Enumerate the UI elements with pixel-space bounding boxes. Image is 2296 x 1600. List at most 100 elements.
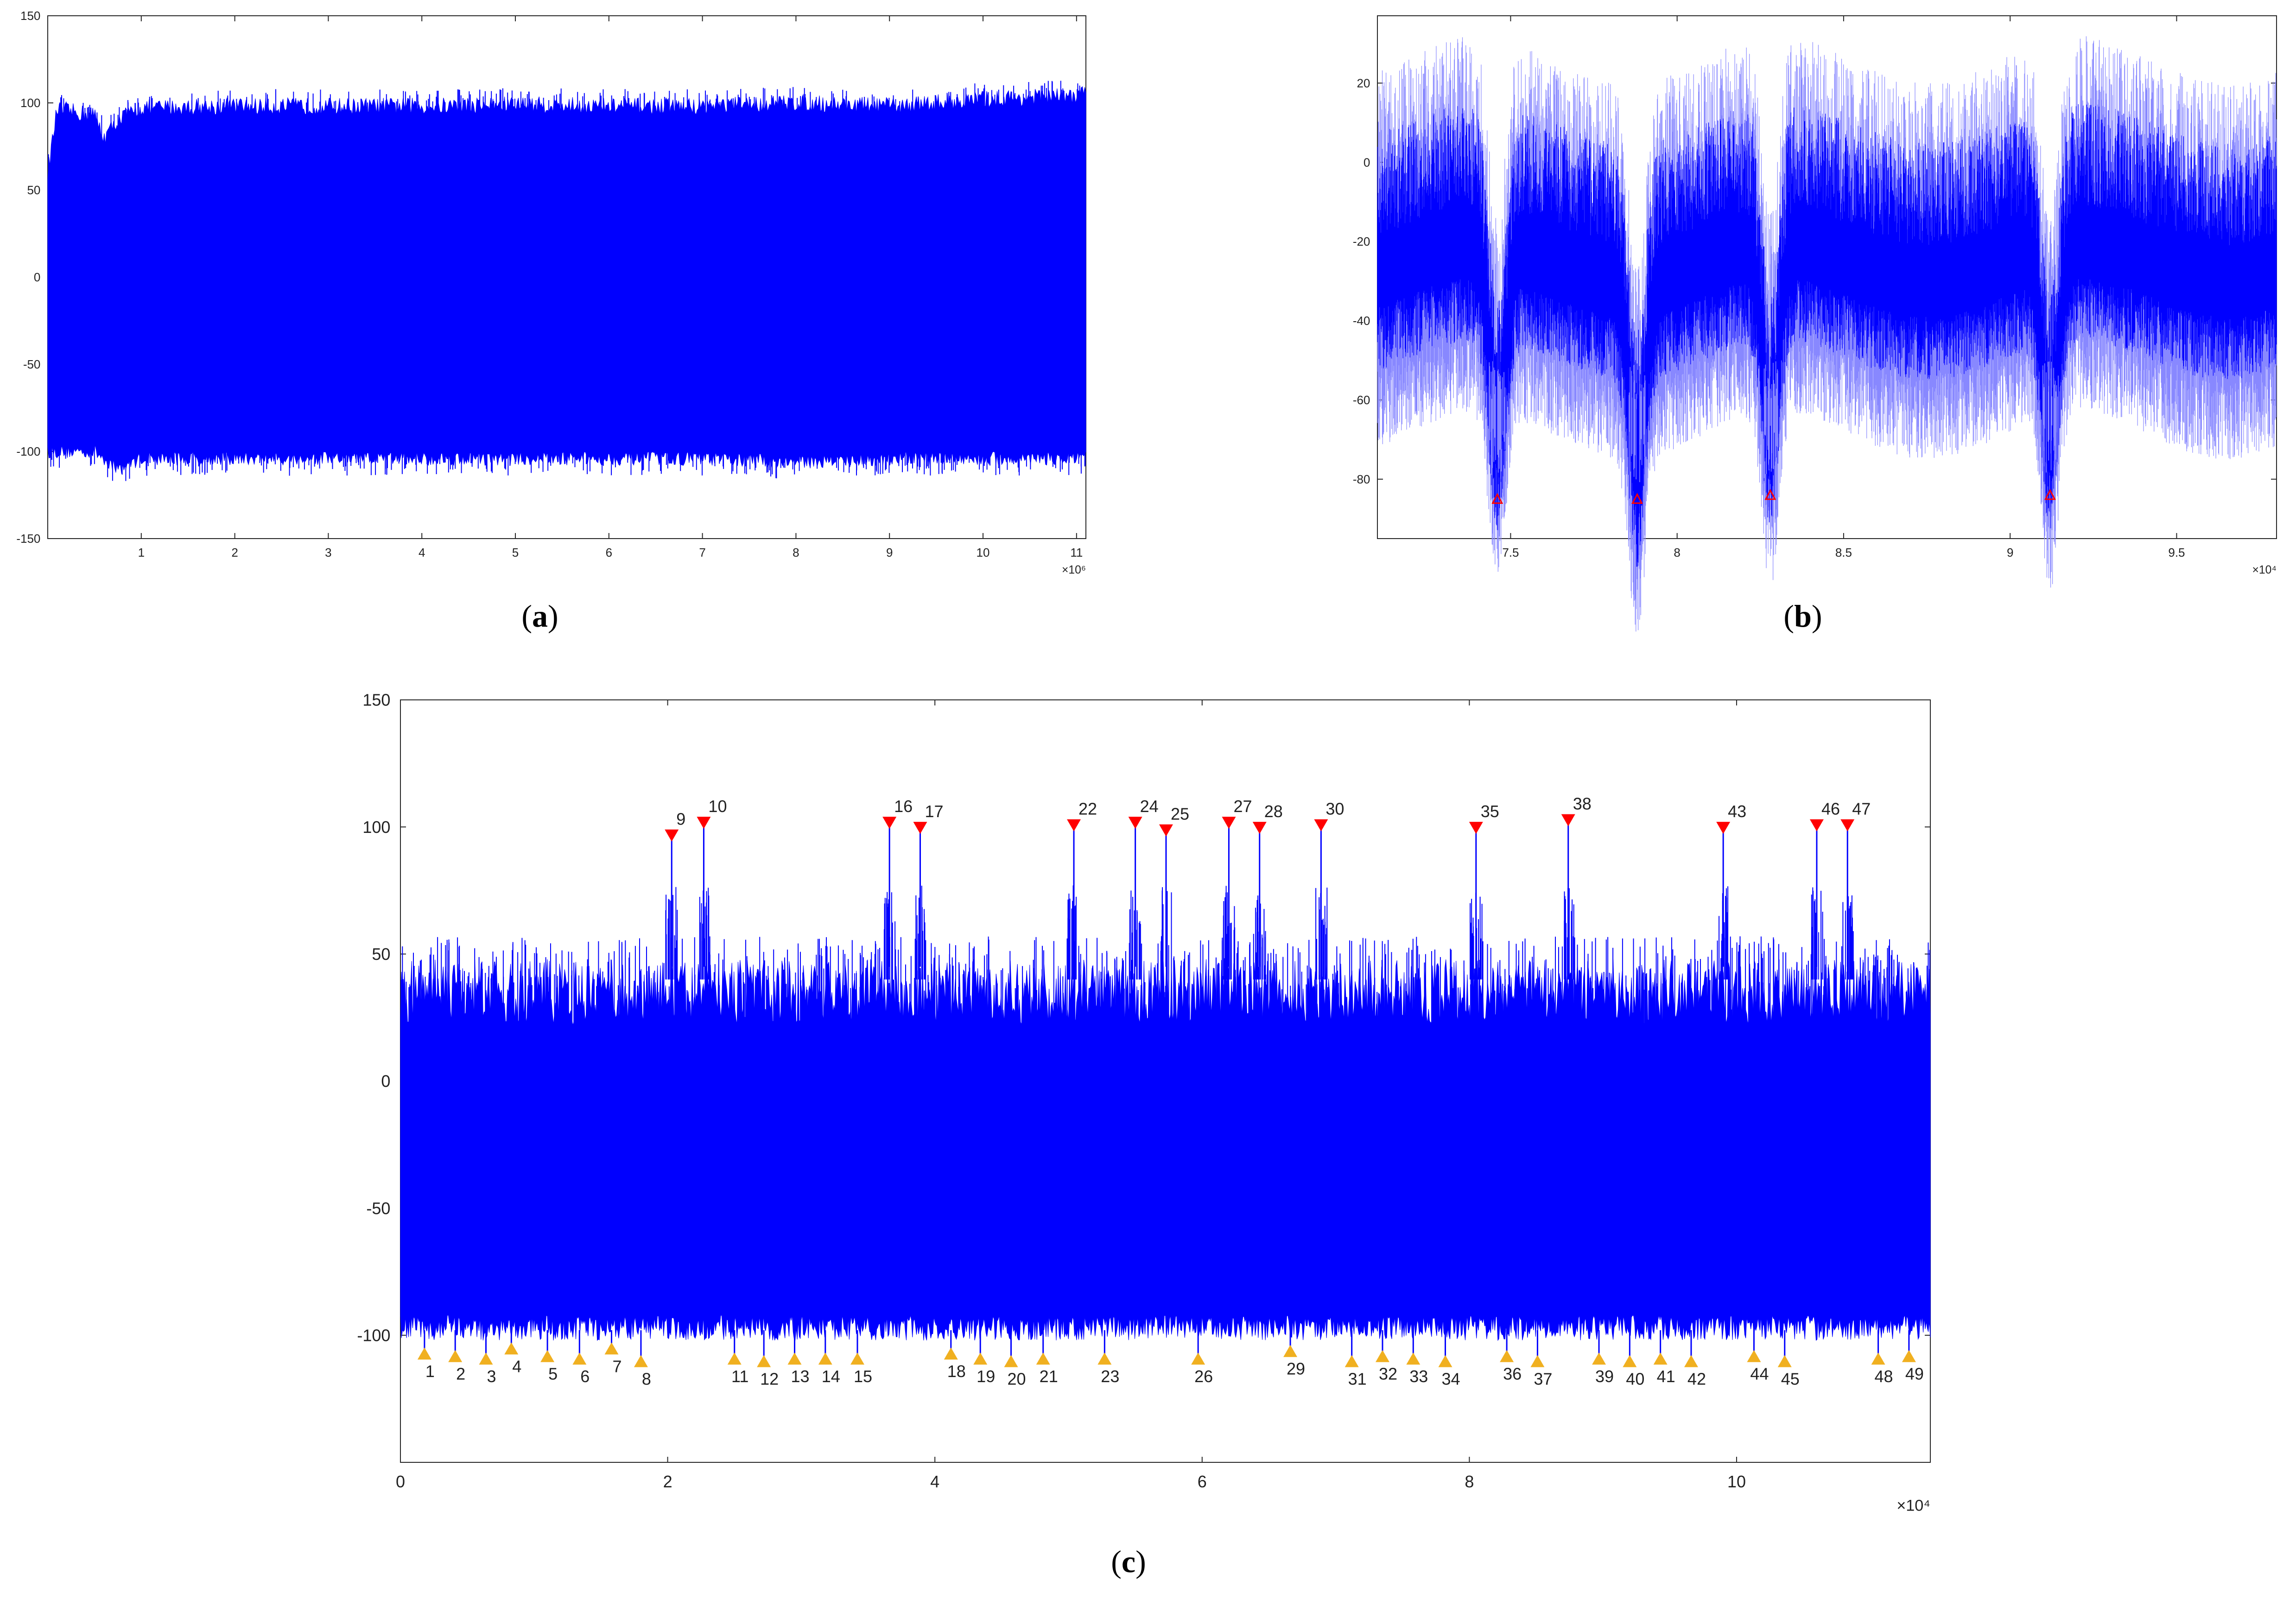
trough-marker <box>1653 1352 1668 1365</box>
trough-label: 33 <box>1409 1367 1428 1386</box>
peak-label: 9 <box>676 810 685 829</box>
y-tick-label: 100 <box>20 96 40 110</box>
trough-label: 37 <box>1534 1370 1552 1389</box>
signal-spikes <box>48 81 1086 481</box>
peak-label: 46 <box>1821 800 1840 819</box>
trough-marker <box>1036 1352 1050 1365</box>
trough-label: 1 <box>425 1362 435 1381</box>
y-tick-label: -40 <box>1353 314 1370 328</box>
trough-marker <box>572 1352 587 1365</box>
trough-marker <box>1500 1350 1514 1362</box>
trough-label: 36 <box>1503 1365 1522 1384</box>
trough-label: 3 <box>487 1367 496 1386</box>
trough-label: 32 <box>1379 1365 1397 1384</box>
trough-marker <box>1530 1355 1545 1367</box>
peak-marker <box>882 817 897 829</box>
trough-label: 12 <box>760 1370 779 1389</box>
trough-marker <box>1902 1350 1916 1362</box>
x-tick-label: 8 <box>1674 546 1680 559</box>
trough-marker <box>1375 1350 1389 1362</box>
caption-a: (a) <box>521 598 558 634</box>
peak-cluster <box>1067 885 1077 980</box>
peak-cluster <box>1223 886 1236 980</box>
trough-label: 26 <box>1194 1367 1213 1386</box>
trough-marker <box>787 1352 802 1365</box>
trough-label: 49 <box>1905 1365 1924 1384</box>
trough-label: 15 <box>854 1367 872 1386</box>
peak-label: 17 <box>925 802 943 821</box>
panel-b: 7.5 8 8.5 9 9.5 -80 -60 -40 -20 0 20 ×10⁴ <box>1353 15 2277 632</box>
peak-marker <box>1252 822 1267 834</box>
peak-label: 10 <box>708 797 727 816</box>
y-tick-label: -50 <box>23 357 41 371</box>
x-tick-label: 8.5 <box>1835 546 1852 559</box>
trough-label: 45 <box>1781 1370 1800 1389</box>
trough-label: 31 <box>1348 1370 1367 1389</box>
peak-label: 27 <box>1233 797 1252 816</box>
trough-marker <box>1592 1352 1606 1365</box>
y-tick-label: -150 <box>16 532 40 546</box>
trough-marker <box>1631 493 1643 504</box>
x-tick-label: 6 <box>1198 1472 1207 1491</box>
trough-marker <box>1491 493 1503 504</box>
trough-label: 21 <box>1040 1367 1058 1386</box>
peak-marker <box>1840 819 1855 832</box>
trough-marker <box>1191 1352 1205 1365</box>
trough-label: 2 <box>456 1365 465 1384</box>
peak-marker <box>1716 822 1731 834</box>
signal-spikes <box>400 936 1930 1030</box>
dip-spikes <box>2042 361 2059 476</box>
peak-marker <box>1159 824 1173 837</box>
trough-label: 41 <box>1657 1367 1675 1386</box>
dip-spikes <box>1629 365 1646 483</box>
y-tick-label: -100 <box>16 444 40 458</box>
trough-marker <box>417 1347 431 1360</box>
trough-marker <box>604 1342 619 1355</box>
x-tick-label: 9 <box>2007 546 2013 559</box>
peak-label: 24 <box>1140 797 1159 816</box>
dip-spikes <box>1489 361 1506 479</box>
trough-label: 18 <box>947 1362 966 1381</box>
x-tick-label: 9 <box>886 546 893 559</box>
trough-label: 40 <box>1626 1370 1644 1389</box>
x-tick-label: 1 <box>138 546 145 559</box>
trough-label: 14 <box>822 1367 840 1386</box>
x-tick-label: 7 <box>699 546 705 559</box>
trough-marker <box>757 1355 771 1367</box>
trough-marker <box>973 1352 988 1365</box>
x-tick-label: 4 <box>419 546 425 559</box>
peak-marker <box>1314 819 1328 832</box>
trough-marker <box>1684 1355 1698 1367</box>
x-exponent-label: ×10⁴ <box>1896 1497 1930 1514</box>
trough-marker <box>1623 1355 1637 1367</box>
trough-label: 5 <box>548 1365 558 1384</box>
trough-label: 42 <box>1687 1370 1706 1389</box>
peak-label: 28 <box>1264 802 1283 821</box>
y-tick-label: 150 <box>362 691 390 710</box>
peak-marker <box>913 822 927 834</box>
trough-marker <box>1345 1355 1359 1367</box>
y-tick-label: 150 <box>20 9 40 23</box>
peak-marker <box>1561 814 1575 826</box>
x-tick-label: 8 <box>1465 1472 1474 1491</box>
trough-label: 8 <box>642 1370 651 1389</box>
trough-marker <box>634 1355 648 1367</box>
trough-marker <box>504 1342 519 1355</box>
x-tick-label: 4 <box>930 1472 939 1491</box>
peak-label: 47 <box>1852 800 1871 819</box>
peak-label: 30 <box>1326 800 1344 819</box>
y-tick-label: 20 <box>1357 76 1370 90</box>
trough-label: 34 <box>1441 1370 1460 1389</box>
signal-trace <box>47 86 1086 474</box>
peak-marker <box>1067 819 1081 832</box>
trough-marker <box>448 1350 463 1362</box>
peak-label: 38 <box>1573 794 1592 813</box>
trough-label: 4 <box>512 1357 521 1376</box>
trough-label: 19 <box>977 1367 995 1386</box>
y-tick-label: 50 <box>27 183 40 197</box>
dip-spikes <box>1763 361 1778 478</box>
y-tick-label: 100 <box>362 818 390 837</box>
trough-marker <box>1097 1352 1112 1365</box>
